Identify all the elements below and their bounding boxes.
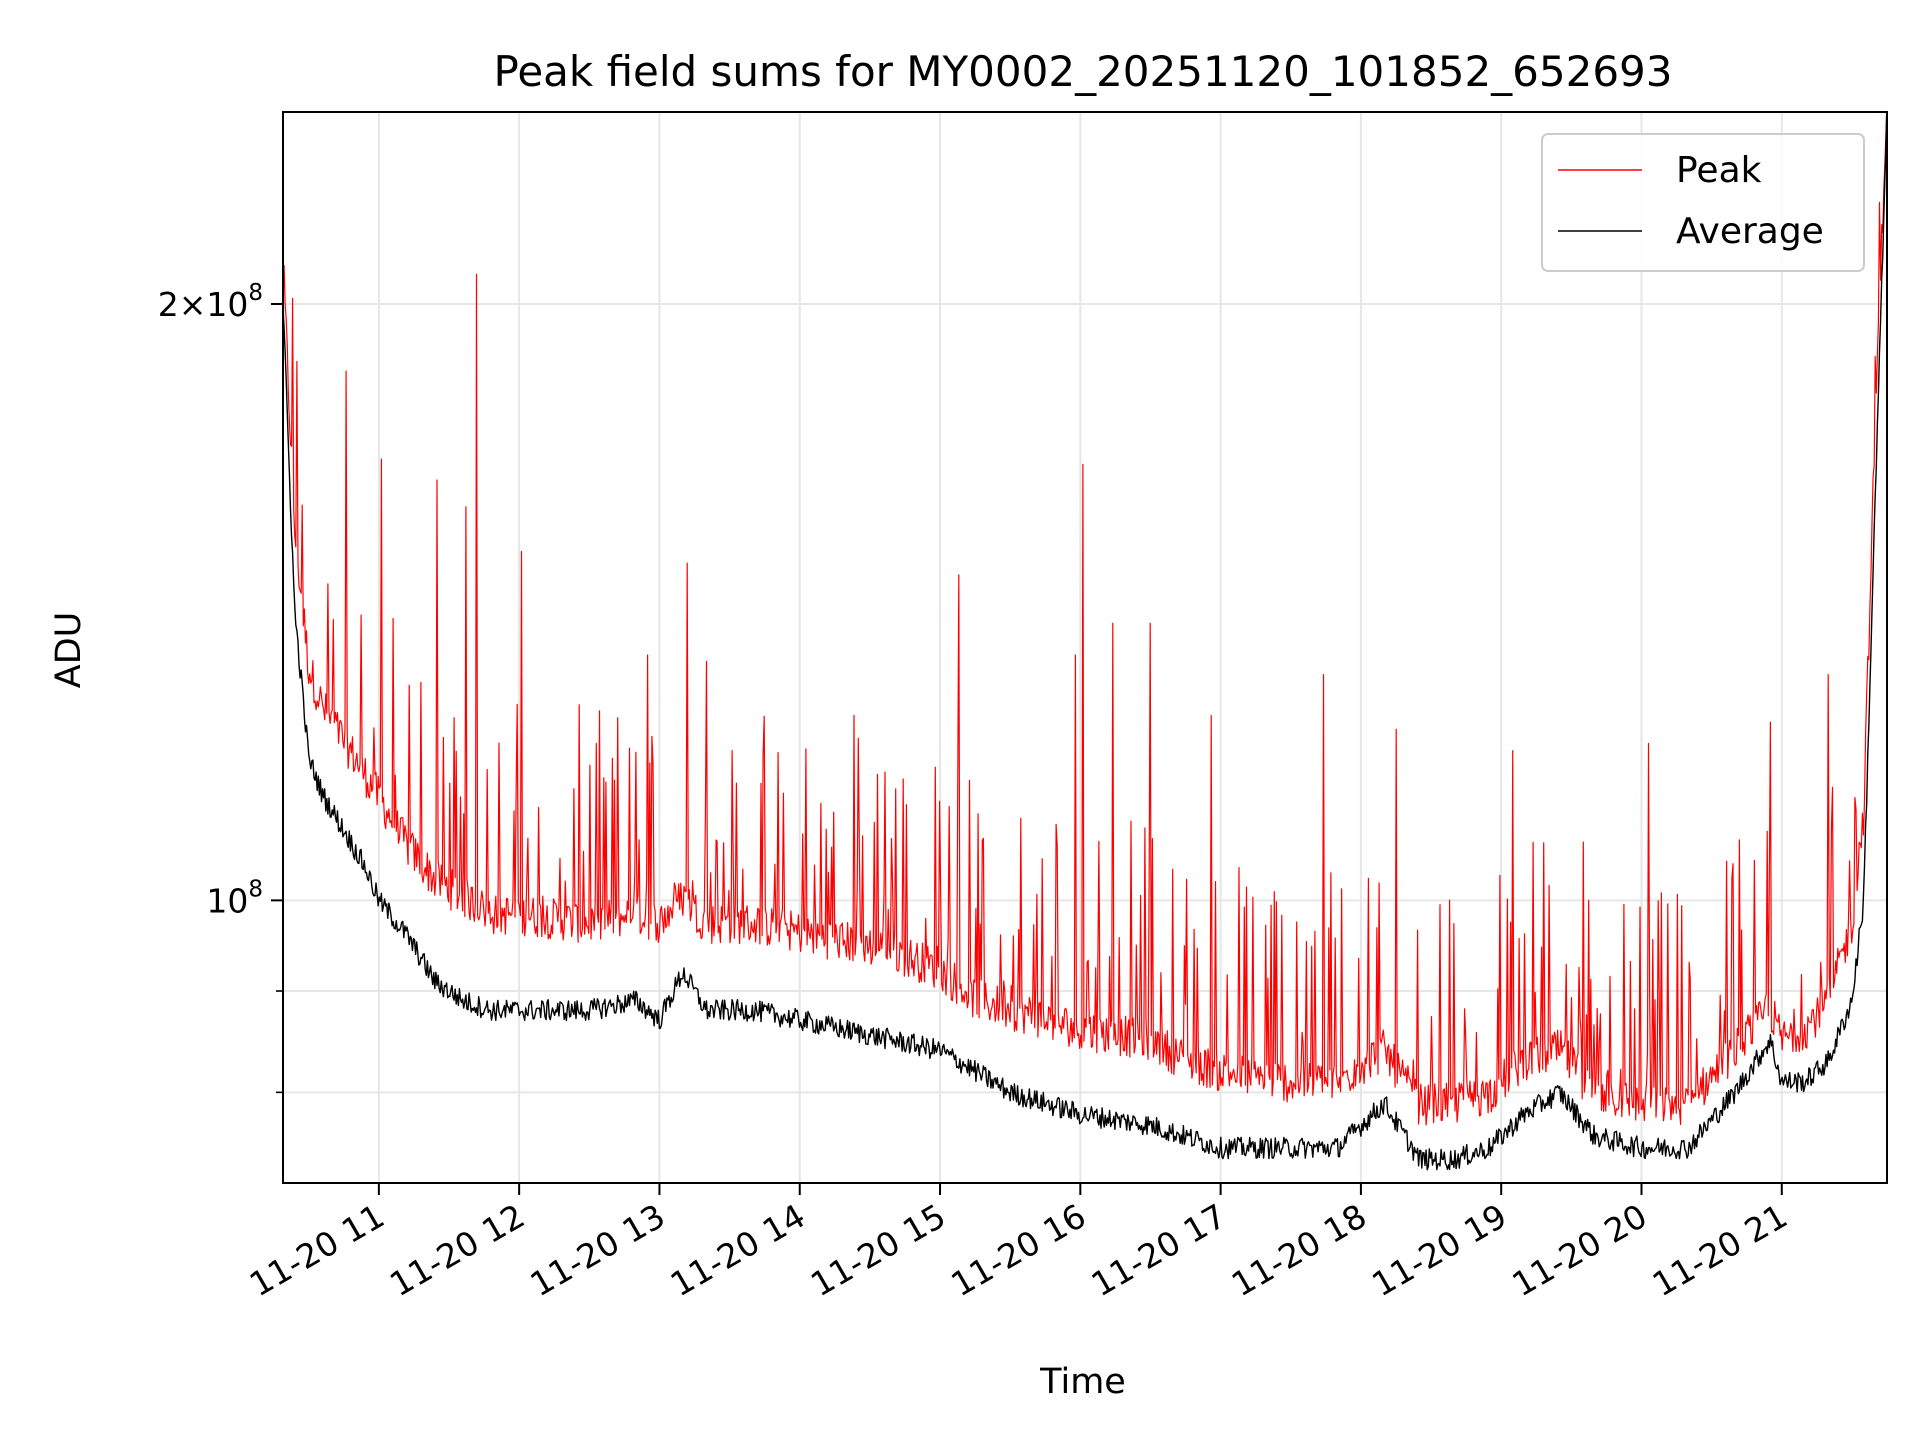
- grid: [283, 112, 1887, 1183]
- series-area: [283, 112, 1887, 1171]
- y-axis-label: ADU: [49, 612, 89, 689]
- series-line-average: [283, 112, 1887, 1171]
- y-axis-ticks: 2×108 108: [158, 280, 283, 1094]
- series-line-peak: [283, 112, 1887, 1126]
- legend-label-peak: Peak: [1676, 150, 1762, 191]
- plot-area: [283, 112, 1887, 1183]
- legend-label-average: Average: [1676, 211, 1824, 252]
- legend-box: [1541, 133, 1865, 272]
- y-tick-label: 108: [206, 876, 263, 920]
- legend: Peak Average: [1541, 133, 1865, 272]
- plot-background: [283, 112, 1887, 1183]
- axes-frame: [282, 111, 1888, 1184]
- x-axis-label: Time: [1039, 1362, 1126, 1402]
- chart-title: Peak field sums for MY0002_20251120_1018…: [493, 47, 1672, 96]
- y-tick-label: 2×108: [158, 280, 263, 324]
- plot-frame: [282, 111, 1888, 1184]
